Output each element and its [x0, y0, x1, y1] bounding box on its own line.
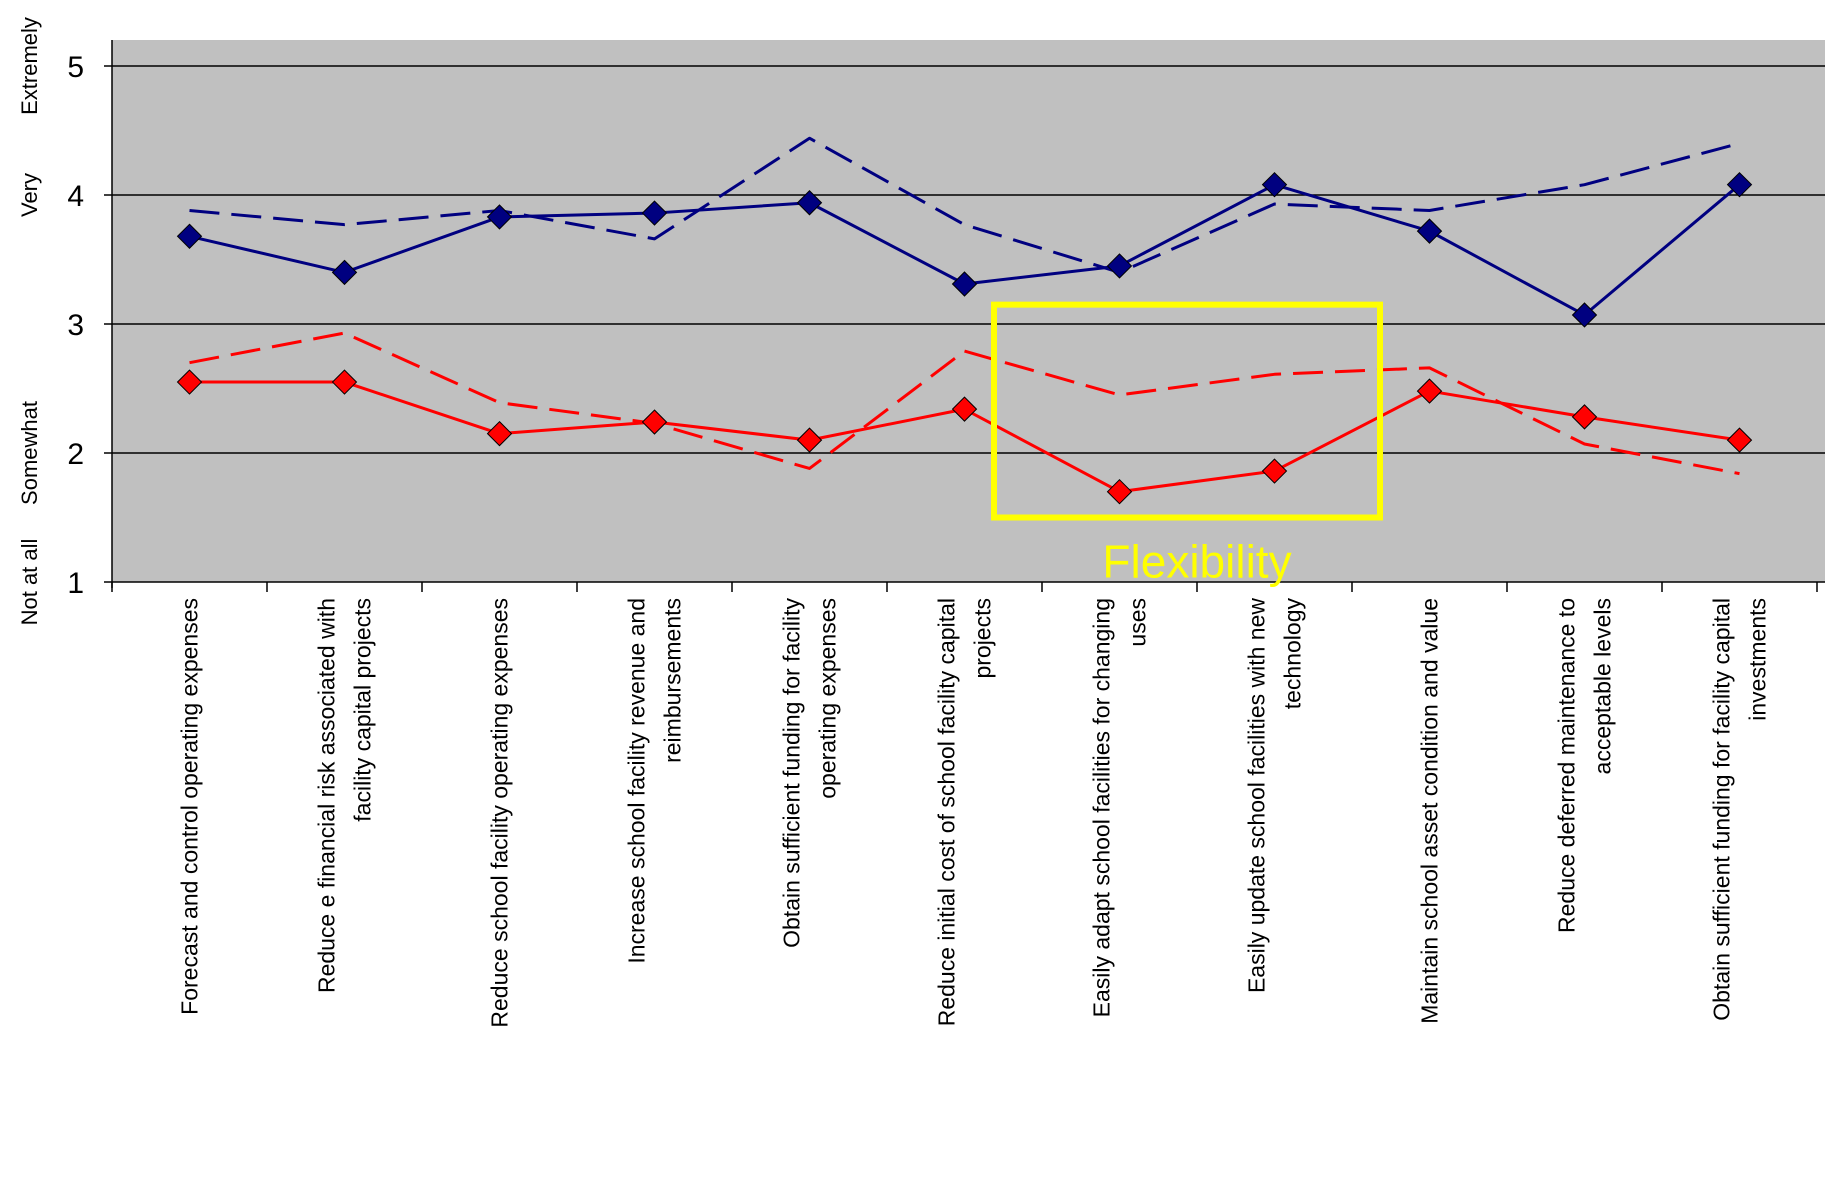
data-point: [1261, 458, 1288, 484]
data-point: [796, 190, 823, 216]
series-line: [189, 331, 1740, 476]
data-point: [1571, 302, 1598, 328]
series-line: [189, 136, 1740, 274]
x-category-label: Forecast and control operating expenses: [177, 598, 203, 1015]
data-point: [176, 223, 203, 249]
data-point: [176, 369, 203, 395]
y-category-label: Somewhat: [17, 401, 42, 505]
data-point: [951, 396, 978, 422]
data-point: [1726, 171, 1753, 198]
x-category-label: uses: [1125, 598, 1151, 647]
x-category-label: Obtain sufficient funding for facility: [779, 598, 805, 948]
plot-area: [112, 40, 1825, 582]
x-category-label: technology: [1280, 598, 1306, 710]
data-point: [486, 420, 513, 447]
y-category-labels: Not at all Somewhat Very Extremely: [17, 17, 42, 625]
data-point: [1261, 171, 1288, 198]
x-category-label: operating expenses: [815, 598, 841, 799]
y-tick-label: 5: [67, 51, 84, 84]
x-category-label: projects: [970, 598, 996, 679]
x-category-labels: Forecast and control operating expenses R…: [177, 598, 1771, 1028]
data-point: [1726, 427, 1753, 453]
x-category-label: Easily adapt school facilities for chang…: [1089, 598, 1115, 1017]
gridlines: [112, 65, 1825, 454]
data-point: [951, 271, 978, 297]
data-point: [1571, 404, 1598, 430]
y-tick-labels: 1 2 3 4 5: [67, 51, 84, 600]
x-category-label: Reduce deferred maintenance to: [1554, 598, 1580, 933]
data-point: [486, 204, 513, 230]
data-point: [1106, 478, 1133, 505]
data-point: [331, 259, 358, 286]
y-tick-label: 1: [67, 567, 84, 600]
x-category-label: acceptable levels: [1590, 598, 1616, 774]
y-tick-label: 2: [67, 438, 84, 471]
data-point: [1416, 378, 1443, 404]
y-category-label: Very: [17, 173, 42, 217]
x-category-label: investments: [1745, 598, 1771, 721]
data-point: [641, 200, 668, 226]
series-group: [176, 136, 1753, 505]
axes: [104, 40, 1825, 592]
x-category-label: facility capital projects: [350, 598, 376, 822]
x-category-label: Reduce initial cost of school facility c…: [934, 598, 960, 1026]
data-point: [1106, 253, 1133, 279]
y-tick-label: 3: [67, 309, 84, 342]
y-tick-label: 4: [67, 180, 84, 213]
x-category-label: Maintain school asset condition and valu…: [1417, 598, 1443, 1024]
data-point: [331, 369, 358, 395]
annotations: Flexibility: [991, 301, 1383, 588]
data-point: [641, 409, 668, 435]
x-category-label: Increase school facility revenue and: [624, 598, 650, 964]
x-category-label: Reduce school facility operating expense…: [487, 598, 513, 1028]
y-category-label: Not at all: [17, 539, 42, 626]
annotation-label: Flexibility: [1102, 536, 1291, 588]
x-category-label: Obtain sufficient funding for facility c…: [1709, 598, 1735, 1021]
x-category-label: reimbursements: [660, 598, 686, 763]
data-point: [796, 427, 823, 453]
y-category-label: Extremely: [17, 17, 42, 115]
data-point: [1416, 218, 1443, 244]
x-category-label: Reduce e financial risk associated with: [314, 598, 340, 993]
highlight-box: [991, 301, 1383, 521]
x-category-label: Easily update school facilities with new: [1244, 598, 1270, 993]
